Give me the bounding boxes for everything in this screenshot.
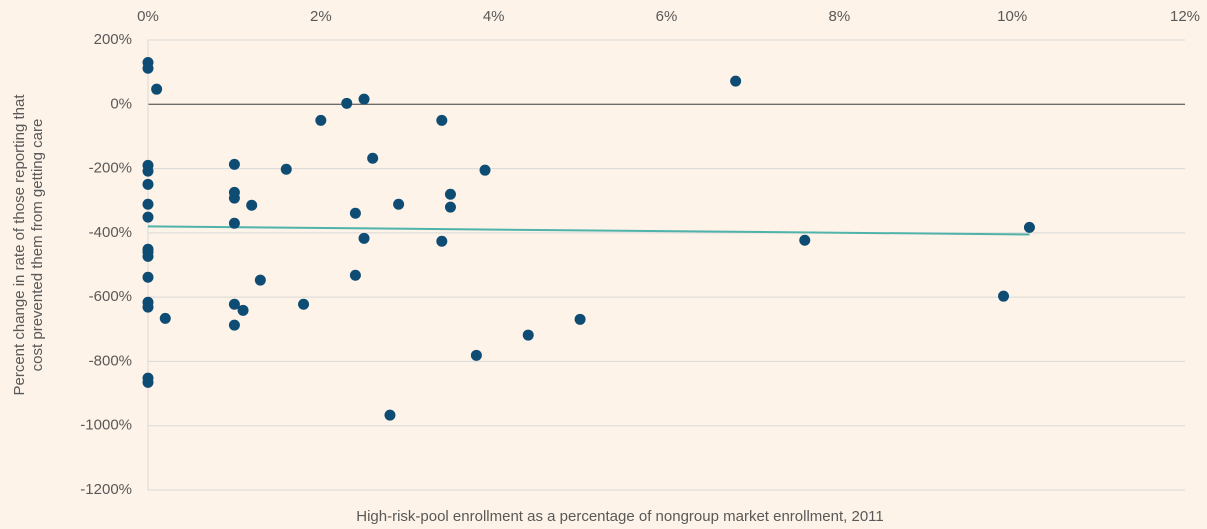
data-point (730, 75, 742, 87)
trendline (147, 225, 1030, 236)
data-point (228, 319, 240, 331)
data-point (470, 349, 482, 361)
x-tick-label: 8% (828, 8, 850, 25)
x-tick-label: 4% (483, 8, 505, 25)
x-tick-label: 12% (1170, 8, 1200, 25)
data-point (384, 409, 396, 421)
data-point (142, 178, 154, 190)
data-point (237, 304, 249, 316)
y-tick-label: -800% (89, 352, 132, 369)
data-point (142, 211, 154, 223)
data-point (228, 158, 240, 170)
data-point (142, 165, 154, 177)
data-point (142, 271, 154, 283)
data-point (159, 312, 171, 324)
data-point (367, 152, 379, 164)
data-point (349, 207, 361, 219)
data-point (142, 198, 154, 210)
data-point (280, 163, 292, 175)
data-point (358, 232, 370, 244)
y-axis-title: cost prevented them from getting care (29, 119, 46, 372)
data-point (142, 62, 154, 74)
data-point (444, 201, 456, 213)
data-point (393, 198, 405, 210)
y-tick-label: 0% (110, 95, 132, 112)
x-tick-label: 6% (656, 8, 678, 25)
data-point (436, 114, 448, 126)
data-point (436, 235, 448, 247)
data-point (142, 376, 154, 388)
x-tick-label: 0% (137, 8, 159, 25)
data-point (522, 329, 534, 341)
data-point (142, 301, 154, 313)
data-point (228, 217, 240, 229)
data-point (315, 114, 327, 126)
data-point (142, 250, 154, 262)
data-point (358, 93, 370, 105)
data-point (444, 188, 456, 200)
y-tick-label: -600% (89, 288, 132, 305)
data-point (228, 298, 240, 310)
data-point (1023, 221, 1035, 233)
data-point (228, 192, 240, 204)
x-tick-label: 10% (997, 8, 1027, 25)
data-point (254, 274, 266, 286)
data-point (349, 269, 361, 281)
y-tick-label: -200% (89, 160, 132, 177)
data-point (341, 97, 353, 109)
y-tick-label: 200% (94, 31, 132, 48)
data-point (479, 164, 491, 176)
x-tick-label: 2% (310, 8, 332, 25)
y-tick-label: -400% (89, 224, 132, 241)
y-tick-label: -1200% (80, 481, 132, 498)
data-point (298, 298, 310, 310)
data-point (998, 290, 1010, 302)
data-point (246, 199, 258, 211)
data-point (151, 83, 163, 95)
y-tick-label: -1000% (80, 417, 132, 434)
data-point (574, 313, 586, 325)
data-point (799, 234, 811, 246)
y-axis-title: Percent change in rate of those reportin… (11, 94, 28, 396)
x-axis-title: High-risk-pool enrollment as a percentag… (356, 508, 884, 525)
